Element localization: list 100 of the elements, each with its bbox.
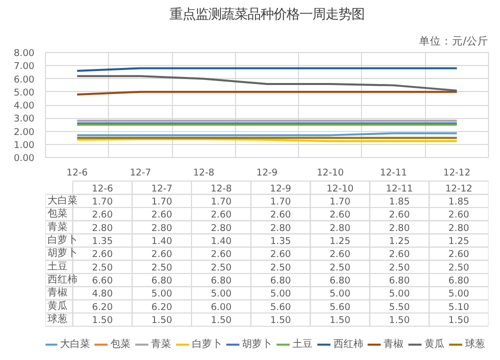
y-tick-label: 0.00 [14, 153, 35, 164]
data-label: 1.85 [389, 196, 410, 208]
text: 2.60 [448, 210, 470, 221]
data-label: 5.00 [210, 288, 232, 300]
text: 2.60 [151, 210, 172, 221]
category-label: 12-7 [151, 183, 172, 194]
x-tick-label: 12-9 [256, 168, 278, 178]
data-label: 1.70 [330, 196, 350, 208]
data-label: 1.25 [389, 236, 410, 247]
data-label: 2.60 [210, 249, 232, 260]
data-label: 2.80 [210, 222, 232, 234]
category-label: 12-6 [92, 183, 114, 194]
data-label: 2.50 [330, 262, 350, 274]
data-label: 1.50 [151, 315, 172, 326]
data-label: 1.25 [448, 236, 470, 247]
text: 2.60 [389, 210, 410, 221]
y-tick-label: 2.00 [14, 126, 35, 138]
data-label: 2.60 [330, 249, 350, 260]
legend-label: 青菜 [151, 338, 172, 350]
data-label: 5.00 [330, 288, 350, 300]
data-label: 2.50 [151, 262, 172, 274]
category-label: 12-12 [445, 183, 472, 194]
text: 2.60 [92, 210, 113, 221]
data-label: 5.00 [270, 288, 292, 300]
text: 青菜 [47, 222, 68, 233]
data-label: 1.35 [92, 236, 113, 247]
text: 黄瓜 [47, 300, 68, 312]
data-label: 6.20 [151, 302, 172, 313]
text: 包菜 [47, 208, 68, 220]
data-label: 6.80 [270, 276, 292, 287]
text: 西红柿 [47, 274, 78, 286]
category-label: 12-8 [210, 183, 232, 194]
legend-label: 黄瓜 [424, 338, 444, 350]
y-tick-label: 3.00 [14, 114, 35, 125]
data-label: 6.80 [330, 276, 350, 287]
data-label: 5.00 [448, 288, 470, 300]
y-tick-label: 1.00 [14, 140, 35, 151]
y-tick-label: 4.00 [14, 100, 35, 112]
data-label: 1.50 [389, 315, 410, 326]
data-label: 6.00 [210, 302, 232, 313]
data-label: 2.50 [210, 262, 232, 274]
data-label: 2.60 [92, 249, 113, 260]
data-label: 5.10 [448, 302, 470, 313]
legend-label: 胡萝卜 [242, 338, 272, 350]
x-tick-label: 12-11 [380, 168, 408, 178]
x-tick-label: 12-7 [130, 168, 152, 178]
text: 大白菜 [47, 195, 78, 206]
data-label: 6.80 [151, 276, 172, 287]
line-series [76, 75, 458, 92]
data-label: 1.50 [448, 315, 470, 326]
data-label: 5.00 [389, 288, 410, 300]
x-tick-label: 12-6 [66, 168, 88, 178]
data-label: 5.60 [270, 302, 292, 313]
text: 胡萝卜 [47, 248, 78, 260]
category-label: 12-11 [386, 183, 413, 194]
x-tick-label: 12-8 [193, 168, 214, 178]
y-tick-label: 7.00 [14, 61, 35, 72]
data-label: 1.85 [448, 196, 470, 208]
category-label: 12-10 [326, 183, 354, 194]
text: 白萝卜 [47, 235, 78, 246]
text: 球葱 [47, 314, 68, 326]
data-label: 1.70 [270, 196, 292, 208]
data-label: 4.80 [92, 288, 113, 300]
data-label: 6.80 [448, 276, 470, 287]
text: 2.60 [330, 210, 350, 221]
data-label: 1.50 [210, 315, 232, 326]
data-label: 2.60 [270, 249, 292, 260]
data-label: 2.50 [448, 262, 470, 274]
data-label: 2.80 [389, 222, 410, 234]
legend-label: 球葱 [465, 338, 486, 350]
data-label: 5.00 [151, 288, 172, 300]
data-label: 2.80 [448, 222, 470, 234]
x-tick-label: 12-12 [443, 168, 470, 178]
data-label: 1.70 [151, 196, 172, 208]
data-label: 2.80 [270, 222, 292, 234]
data-label: 1.50 [270, 315, 292, 326]
text: 土豆 [47, 261, 68, 272]
legend-label: 西红柿 [333, 338, 364, 350]
legend-label: 大白菜 [60, 338, 90, 350]
x-tick-label: 12-10 [316, 168, 344, 178]
data-label: 2.80 [151, 222, 172, 234]
y-tick-label: 5.00 [14, 87, 35, 98]
data-label: 1.25 [330, 236, 350, 247]
category-label: 12-9 [270, 183, 292, 194]
data-label: 1.40 [151, 236, 172, 247]
legend-label: 土豆 [292, 338, 313, 350]
data-label: 2.60 [151, 249, 172, 260]
data-label: 6.20 [92, 302, 113, 313]
chart-title: 重点监测蔬菜品种价格一周走势图 [170, 8, 364, 22]
data-label: 2.80 [92, 222, 113, 234]
data-label: 2.80 [330, 222, 350, 234]
data-label: 1.40 [210, 236, 232, 247]
data-label: 1.70 [92, 196, 113, 208]
data-label: 1.70 [210, 196, 232, 208]
text: 青椒 [47, 288, 68, 299]
text: 2.60 [270, 210, 292, 221]
y-tick-label: 8.00 [14, 48, 35, 59]
y-tick-label: 6.00 [14, 74, 35, 86]
data-label: 2.60 [389, 249, 410, 260]
data-label: 1.50 [330, 315, 350, 326]
